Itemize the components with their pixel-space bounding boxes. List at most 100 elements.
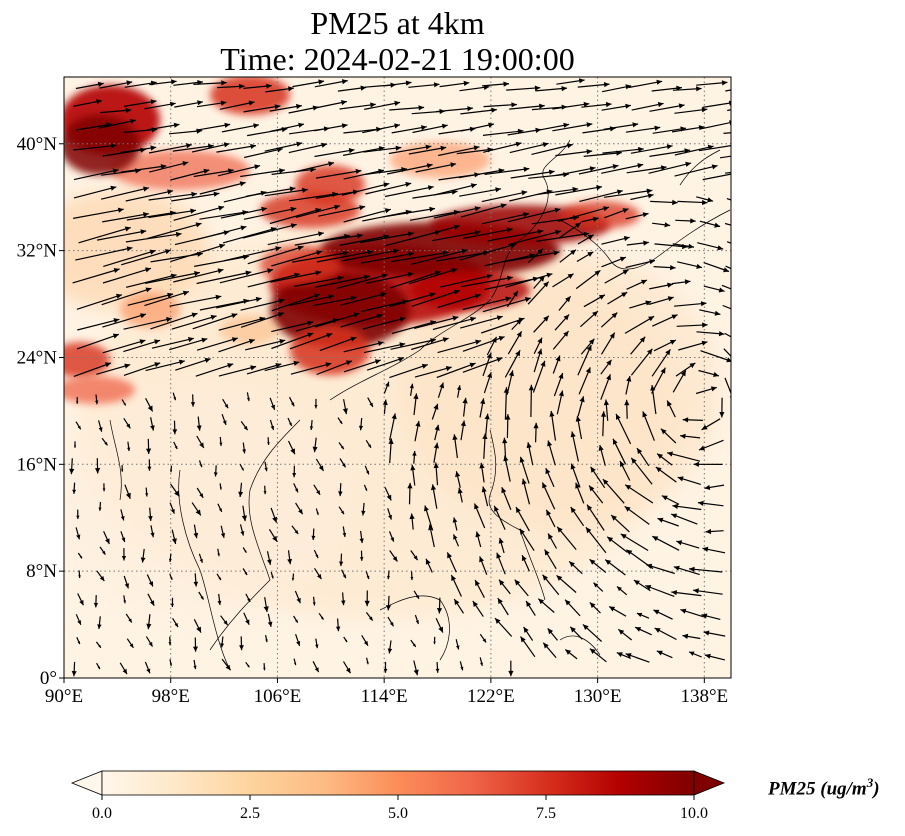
wind-arrow-head — [366, 575, 370, 580]
wind-arrow-head — [503, 455, 509, 462]
wind-arrow-head — [609, 332, 615, 339]
wind-arrow-head — [231, 313, 238, 319]
wind-arrow-head — [723, 267, 729, 273]
wind-arrow-head — [433, 462, 439, 469]
wind-arrow-shaft — [171, 315, 217, 330]
wind-arrow-head — [408, 251, 414, 257]
wind-arrow-head — [150, 145, 157, 151]
wind-arrow-head — [711, 164, 718, 170]
wind-arrow-head — [637, 448, 643, 454]
wind-arrow-head — [193, 646, 198, 652]
wind-arrow-head — [516, 331, 522, 338]
wind-arrow-head — [561, 86, 567, 92]
wind-arrow-head — [742, 291, 748, 296]
wind-arrow-head — [650, 385, 656, 391]
wind-arrow-head — [125, 492, 131, 499]
wind-arrow-head — [594, 270, 601, 276]
wind-arrow-head — [380, 292, 387, 298]
wind-arrow-head — [605, 101, 612, 108]
wind-arrow-head — [340, 510, 344, 515]
wind-arrow-head — [636, 612, 643, 618]
wind-arrow-shaft — [120, 146, 157, 154]
wind-arrow-head — [360, 85, 367, 91]
wind-arrow-shaft — [361, 300, 409, 313]
wind-arrow-head — [213, 191, 220, 197]
wind-arrow-head — [147, 466, 152, 471]
wind-arrow-head — [622, 269, 629, 275]
wind-arrow-head — [441, 123, 448, 129]
wind-arrow-head — [570, 249, 576, 255]
wind-arrow-head — [543, 281, 549, 288]
wind-arrow-head — [325, 362, 332, 368]
pm25-patch — [64, 342, 110, 378]
wind-arrow-shaft — [244, 148, 283, 159]
wind-arrow-shaft — [389, 292, 436, 308]
wind-arrow-head — [680, 370, 686, 377]
wind-arrow-head — [521, 190, 528, 196]
wind-arrow-head — [549, 411, 555, 417]
wind-arrow-head — [612, 164, 619, 170]
wind-arrow-head — [239, 83, 245, 89]
wind-arrow-shaft — [269, 208, 322, 225]
wind-arrow-head — [470, 316, 476, 322]
wind-arrow-shaft — [264, 142, 303, 152]
wind-arrow-head — [298, 509, 303, 515]
lon-tick-label: 130°E — [574, 686, 622, 707]
wind-arrow-shaft — [724, 332, 731, 338]
wind-arrow-head — [624, 399, 630, 406]
wind-arrow-head — [740, 170, 746, 175]
wind-arrow-shaft — [577, 344, 592, 376]
wind-arrow-head — [154, 362, 161, 368]
wind-arrow-head — [455, 471, 461, 478]
wind-arrow-shaft — [242, 223, 297, 239]
wind-arrow-shaft — [364, 101, 401, 110]
wind-arrow-head — [413, 669, 419, 676]
wind-arrow-head — [645, 300, 652, 306]
wind-arrow-head — [693, 588, 699, 594]
wind-arrow-head — [743, 272, 749, 277]
wind-arrow-head — [171, 538, 177, 544]
wind-arrow-shaft — [724, 222, 731, 226]
wind-arrow-head — [575, 415, 581, 422]
wind-arrow-head — [496, 552, 502, 559]
wind-arrow-shaft — [168, 130, 203, 135]
wind-arrow-head — [660, 428, 667, 435]
wind-arrow-head — [611, 312, 618, 319]
wind-arrow-head — [410, 576, 414, 581]
wind-arrow-head — [395, 145, 402, 151]
wind-arrow-head — [523, 626, 529, 633]
wind-arrow-head — [752, 84, 758, 89]
wind-arrow-shaft — [674, 108, 708, 114]
wind-arrow-head — [652, 536, 659, 542]
wind-arrow-head — [190, 402, 196, 407]
wind-arrow-head — [508, 670, 514, 677]
wind-arrow-head — [240, 531, 245, 536]
wind-arrow-head — [399, 342, 406, 348]
wind-arrow-head — [182, 161, 189, 167]
wind-arrow-head — [124, 226, 131, 232]
wind-arrow-head — [567, 143, 573, 149]
wind-arrow-head — [104, 362, 111, 368]
wind-arrow-shaft — [221, 124, 260, 133]
wind-arrow-shaft — [314, 80, 348, 88]
wind-arrow-head — [337, 275, 344, 281]
wind-arrow-head — [583, 101, 590, 108]
wind-arrow-head — [219, 487, 222, 490]
wind-arrow-head — [363, 640, 368, 646]
wind-arrow-shaft — [246, 363, 282, 375]
wind-arrow-head — [586, 149, 593, 155]
wind-arrow-head — [655, 467, 662, 473]
wind-arrow-head — [296, 103, 302, 110]
wind-arrow-head — [389, 622, 394, 627]
wind-arrow-shaft — [314, 124, 348, 132]
wind-arrow-head — [250, 365, 257, 371]
wind-arrow-head — [743, 342, 749, 347]
wind-arrow-head — [537, 337, 542, 344]
wind-arrow-shaft — [408, 268, 458, 285]
wind-arrow-shaft — [219, 269, 274, 284]
wind-arrow-head — [609, 606, 616, 612]
wind-arrow-head — [474, 293, 481, 299]
wind-arrow-shaft — [725, 265, 731, 270]
wind-arrow-head — [548, 533, 553, 540]
